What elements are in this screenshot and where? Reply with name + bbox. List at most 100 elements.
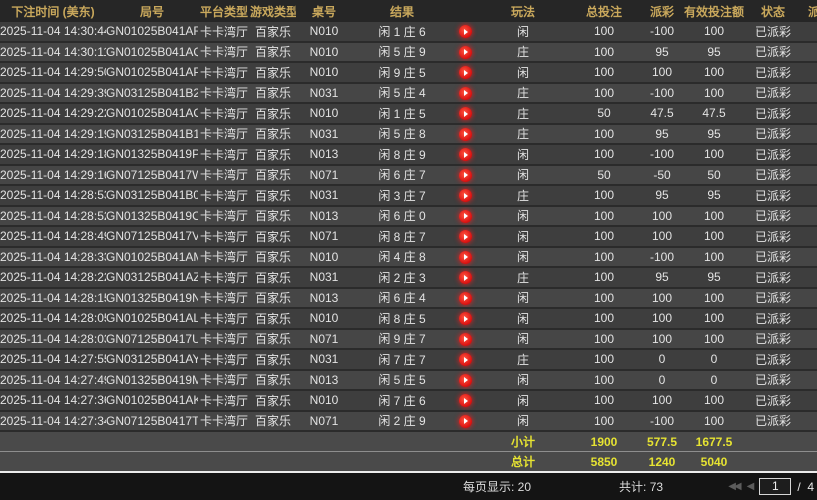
column-header-play — [452, 0, 478, 22]
play-icon[interactable] — [458, 291, 472, 305]
table-number-cell: N010 — [296, 62, 352, 84]
game-type-cell: 百家乐 — [250, 103, 296, 125]
table-number-cell: N071 — [296, 164, 352, 186]
play-icon[interactable] — [458, 66, 472, 80]
play-icon[interactable] — [458, 107, 472, 121]
platform-type-cell: 卡卡湾厅 — [198, 41, 250, 63]
play-icon[interactable] — [458, 230, 472, 244]
table-number-cell: N013 — [296, 144, 352, 166]
play-icon[interactable] — [458, 353, 472, 367]
game-type-cell: 百家乐 — [250, 62, 296, 84]
platform-type-cell: 卡卡湾厅 — [198, 349, 250, 371]
column-header-total-bet: 总投注 — [568, 0, 640, 22]
subtotal-payout: 577.5 — [640, 430, 684, 452]
pager: ◀◀ ◀ 1 / 4 — [728, 478, 814, 495]
round-id-cell: GN01325B0419N — [106, 287, 198, 309]
play-cell — [452, 82, 478, 104]
table-row: 2025-11-04 14:29:22 GN01025B041AO 卡卡湾厅 百家乐 N… — [0, 103, 817, 125]
table-row: 2025-11-04 14:28:03 GN07125B0417U 卡卡湾厅 百家乐 N… — [0, 328, 817, 350]
platform-type-cell: 卡卡湾厅 — [198, 308, 250, 330]
grand-total-status-spacer — [744, 451, 802, 471]
game-type-cell: 百家乐 — [250, 144, 296, 166]
payout-cell: 95 — [640, 41, 684, 63]
trailing-cell — [802, 390, 817, 412]
payout-cell: 47.5 — [640, 103, 684, 125]
round-id-cell: GN07125B0417V — [106, 226, 198, 248]
trailing-cell — [802, 185, 817, 207]
status-cell: 已派彩 — [744, 308, 802, 330]
bet-time-cell: 2025-11-04 14:27:34 — [0, 410, 106, 432]
trailing-cell — [802, 164, 817, 186]
status-cell: 已派彩 — [744, 369, 802, 391]
bet-time-cell: 2025-11-04 14:28:33 — [0, 246, 106, 268]
column-header-payout: 派彩 — [640, 0, 684, 22]
play-icon[interactable] — [458, 373, 472, 387]
result-cell: 闲 9 庄 7 — [352, 328, 452, 350]
trailing-cell — [802, 349, 817, 371]
play-icon[interactable] — [458, 271, 472, 285]
valid-bet-cell: 100 — [684, 144, 744, 166]
column-header-result: 结果 — [352, 0, 452, 22]
table-row: 2025-11-04 14:28:15 GN01325B0419N 卡卡湾厅 百家乐 N… — [0, 287, 817, 309]
result-cell: 闲 9 庄 5 — [352, 62, 452, 84]
status-cell: 已派彩 — [744, 123, 802, 145]
subtotal-status-spacer — [744, 430, 802, 452]
table-row: 2025-11-04 14:29:19 GN03125B041B1 卡卡湾厅 百家乐 N… — [0, 123, 817, 145]
payout-cell: -50 — [640, 164, 684, 186]
play-icon[interactable] — [458, 25, 472, 39]
payout-cell: 95 — [640, 267, 684, 289]
status-cell: 已派彩 — [744, 205, 802, 227]
play-icon[interactable] — [458, 168, 472, 182]
column-header-bet-time: 下注时间 (美东) — [0, 0, 106, 22]
bet-side-cell: 闲 — [478, 226, 568, 248]
table-number-cell: N013 — [296, 287, 352, 309]
bet-side-cell: 庄 — [478, 82, 568, 104]
platform-type-cell: 卡卡湾厅 — [198, 226, 250, 248]
result-cell: 闲 3 庄 7 — [352, 185, 452, 207]
round-id-cell: GN01025B041AO — [106, 103, 198, 125]
first-page-icon[interactable]: ◀◀ — [728, 481, 741, 492]
round-id-cell: GN01325B0419P — [106, 144, 198, 166]
status-cell: 已派彩 — [744, 22, 802, 43]
game-type-cell: 百家乐 — [250, 164, 296, 186]
prev-page-icon[interactable]: ◀ — [746, 481, 755, 492]
status-cell: 已派彩 — [744, 287, 802, 309]
trailing-cell — [802, 82, 817, 104]
play-icon[interactable] — [458, 250, 472, 264]
play-icon[interactable] — [458, 394, 472, 408]
bet-side-cell: 闲 — [478, 246, 568, 268]
subtotal-end-spacer — [802, 430, 817, 452]
game-type-cell: 百家乐 — [250, 308, 296, 330]
status-cell: 已派彩 — [744, 410, 802, 432]
valid-bet-cell: 100 — [684, 226, 744, 248]
round-id-cell: GN03125B041B1 — [106, 123, 198, 145]
total-bet-cell: 100 — [568, 246, 640, 268]
result-cell: 闲 5 庄 9 — [352, 41, 452, 63]
result-cell: 闲 1 庄 6 — [352, 22, 452, 43]
valid-bet-cell: 100 — [684, 62, 744, 84]
platform-type-cell: 卡卡湾厅 — [198, 82, 250, 104]
play-icon[interactable] — [458, 189, 472, 203]
round-id-cell: GN01025B041AM — [106, 246, 198, 268]
play-icon[interactable] — [458, 312, 472, 326]
play-icon[interactable] — [458, 127, 472, 141]
valid-bet-cell: 95 — [684, 123, 744, 145]
valid-bet-cell: 100 — [684, 328, 744, 350]
status-cell: 已派彩 — [744, 164, 802, 186]
status-cell: 已派彩 — [744, 267, 802, 289]
valid-bet-cell: 100 — [684, 22, 744, 43]
play-icon[interactable] — [458, 86, 472, 100]
play-icon[interactable] — [458, 209, 472, 223]
play-icon[interactable] — [458, 332, 472, 346]
round-id-cell: GN01325B0419M — [106, 369, 198, 391]
result-cell: 闲 2 庄 9 — [352, 410, 452, 432]
play-icon[interactable] — [458, 45, 472, 59]
platform-type-cell: 卡卡湾厅 — [198, 410, 250, 432]
column-header-round-id: 局号 — [106, 0, 198, 22]
table-row: 2025-11-04 14:27:49 GN01325B0419M 卡卡湾厅 百家乐 N… — [0, 369, 817, 391]
play-icon[interactable] — [458, 148, 472, 162]
page-number-input[interactable]: 1 — [759, 478, 792, 495]
payout-cell: 0 — [640, 349, 684, 371]
play-icon[interactable] — [458, 414, 472, 428]
